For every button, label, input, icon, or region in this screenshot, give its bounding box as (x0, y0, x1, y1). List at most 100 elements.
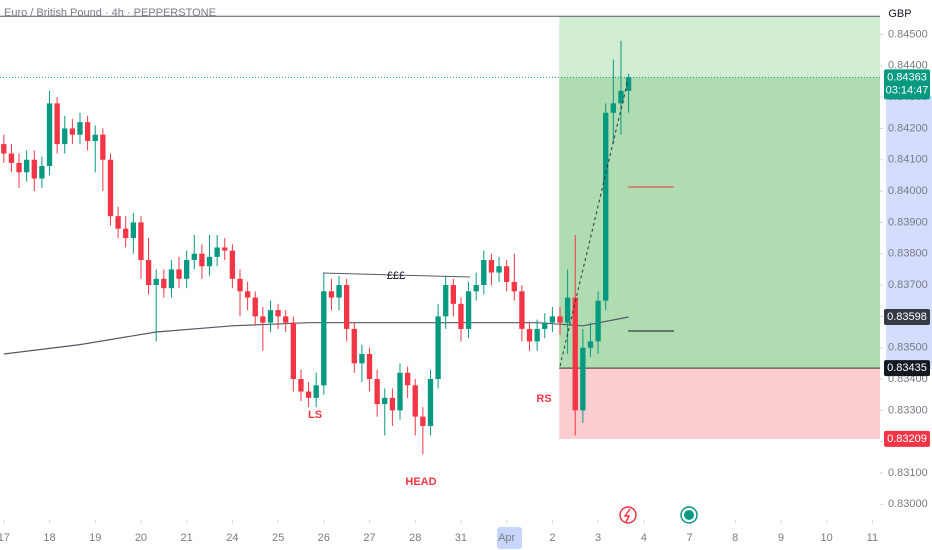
candle-body (549, 316, 556, 323)
x-tick-label: 27 (363, 532, 375, 544)
candle-body (244, 291, 251, 298)
y-tick-label: 0.83000 (888, 498, 928, 510)
candle-body (420, 416, 426, 427)
candle-body (8, 153, 15, 163)
candle-body (488, 260, 495, 273)
candle-body (100, 134, 106, 160)
time-highlight (497, 527, 522, 549)
candle-body (404, 372, 411, 386)
projection-line (559, 79, 629, 367)
price-label: 0.83435 (887, 362, 927, 374)
price-label: 0.83598 (887, 311, 927, 323)
annotation: HEAD (405, 476, 436, 488)
profit-zone (559, 16, 880, 369)
price-label: 0.83209 (887, 433, 927, 445)
candle-body (1, 144, 7, 154)
candle-body (458, 303, 464, 329)
candle-body (46, 103, 53, 167)
y-tick-label: 0.83800 (888, 248, 928, 260)
candle-body (305, 391, 312, 398)
annotation: RS (536, 393, 551, 405)
candle-body (374, 379, 380, 405)
y-tick-label: 0.83900 (888, 216, 928, 228)
candle-body (519, 291, 525, 329)
candle-body (496, 266, 502, 273)
candle-body (618, 90, 624, 104)
candle-body (359, 353, 365, 364)
candle-body (351, 328, 357, 364)
candle-body (145, 260, 152, 286)
y-tick-label: 0.83500 (888, 342, 928, 354)
candle-body (443, 285, 449, 317)
candle-body (450, 285, 456, 304)
candle-body (138, 222, 144, 260)
candle-body (222, 247, 228, 251)
candle-body (465, 291, 472, 329)
y-tick-label: 0.84500 (888, 28, 928, 40)
candle-body (199, 253, 205, 267)
candle-body (130, 222, 136, 239)
price-label: 0.84363 (887, 71, 927, 83)
time-axis (0, 520, 880, 550)
candle-body (473, 285, 479, 292)
candle-body (24, 159, 30, 173)
candle-body (77, 122, 83, 135)
axes-layer: 0.845000.844000.843000.842000.841000.840… (0, 28, 930, 544)
event-icon-glyph (623, 508, 631, 523)
x-tick-label: 24 (226, 532, 238, 544)
candle-body (229, 250, 236, 279)
event-icon-glyph (684, 510, 694, 520)
x-tick-label: 10 (821, 532, 833, 544)
loss-zone (559, 368, 880, 439)
candle-body (92, 134, 98, 141)
x-tick-label: 28 (409, 532, 421, 544)
candle-body (481, 260, 487, 286)
x-tick-label: 9 (778, 532, 784, 544)
candle-body (107, 159, 114, 217)
annotation: £££ (387, 270, 405, 282)
candle-body (31, 159, 37, 179)
y-tick-label: 0.83100 (888, 467, 928, 479)
y-tick-label: 0.84000 (888, 185, 928, 197)
candle-body (298, 379, 304, 392)
candle-body (184, 260, 190, 279)
candle-body (267, 310, 274, 323)
candle-body (336, 285, 342, 298)
y-tick-label: 0.83300 (888, 404, 928, 416)
candle-body (115, 216, 121, 229)
candle-body (412, 385, 418, 417)
chart-title: Euro / British Pound · 4h · PEPPERSTONE (4, 7, 216, 19)
candle-body (313, 385, 319, 398)
candle-body (84, 122, 91, 141)
candle-body (534, 328, 540, 342)
candle-body (191, 253, 197, 260)
x-tick-label: 11 (867, 532, 878, 544)
x-tick-label: 4 (641, 532, 647, 544)
candle-body (382, 397, 388, 405)
x-tick-label: 3 (595, 532, 601, 544)
candle-body (427, 379, 434, 427)
candle-body (526, 328, 533, 342)
candle-body (572, 297, 578, 411)
y-tick-label: 0.84400 (888, 60, 928, 72)
x-tick-label: 25 (272, 532, 284, 544)
candle-body (397, 372, 403, 411)
candle-body (153, 278, 159, 286)
x-tick-label: 8 (732, 532, 738, 544)
x-tick-label: 2 (549, 532, 555, 544)
candle-body (389, 397, 396, 411)
event-icon[interactable] (619, 506, 637, 524)
x-tick-label: 20 (135, 532, 147, 544)
countdown-label: 03:14:47 (886, 84, 929, 96)
candle-body (511, 281, 517, 292)
price-label-box (884, 69, 930, 100)
x-tick-label: 21 (181, 532, 193, 544)
candle-body (252, 297, 258, 317)
candle-body (603, 112, 609, 301)
candle-body (625, 77, 632, 91)
annotation: LS (308, 409, 322, 421)
candle-body (62, 128, 68, 145)
